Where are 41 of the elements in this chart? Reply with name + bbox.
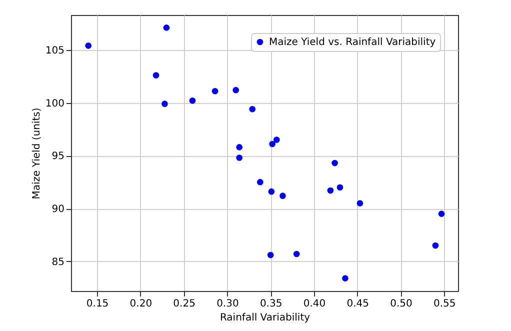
x-tick-label: 0.55 xyxy=(433,298,456,310)
point xyxy=(293,250,300,258)
point xyxy=(327,187,334,194)
point xyxy=(163,24,170,31)
y-tick-label: 95 xyxy=(52,151,64,162)
point xyxy=(342,275,348,282)
x-tick-label: 0.45 xyxy=(346,298,369,310)
y-axis-title: Maize Yield (units) xyxy=(31,108,42,200)
point xyxy=(152,72,160,78)
point xyxy=(273,136,280,143)
point xyxy=(332,160,338,166)
point xyxy=(432,242,439,249)
x-tick-label: 0.25 xyxy=(173,298,196,310)
point xyxy=(356,200,364,206)
point xyxy=(269,140,276,148)
x-tick-label: 0.35 xyxy=(260,298,282,310)
point xyxy=(336,184,344,191)
x-tick-label: 0.20 xyxy=(130,298,152,310)
x-axis-title: Rainfall Variability xyxy=(220,312,310,324)
point xyxy=(249,106,256,112)
point xyxy=(232,86,240,94)
y-tick-label: 100 xyxy=(45,98,64,110)
point xyxy=(257,178,264,186)
x-tick-label: 0.15 xyxy=(86,298,109,310)
x-tick-label: 0.50 xyxy=(390,298,412,310)
y-tick-label: 90 xyxy=(52,204,64,216)
x-tick-label: 0.30 xyxy=(216,298,239,310)
x-tick-label: 0.40 xyxy=(303,298,326,310)
y-tick-label: 85 xyxy=(52,256,64,268)
point xyxy=(236,154,242,161)
point xyxy=(267,252,274,258)
point xyxy=(189,98,196,104)
point xyxy=(236,144,242,150)
point xyxy=(85,42,92,49)
point xyxy=(162,100,168,107)
point xyxy=(280,192,286,199)
point xyxy=(212,88,218,94)
legend-label: Maize Yield vs. Rainfall Variability xyxy=(269,37,436,48)
point xyxy=(438,210,445,217)
point xyxy=(268,188,275,195)
y-tick-label: 105 xyxy=(45,45,64,56)
